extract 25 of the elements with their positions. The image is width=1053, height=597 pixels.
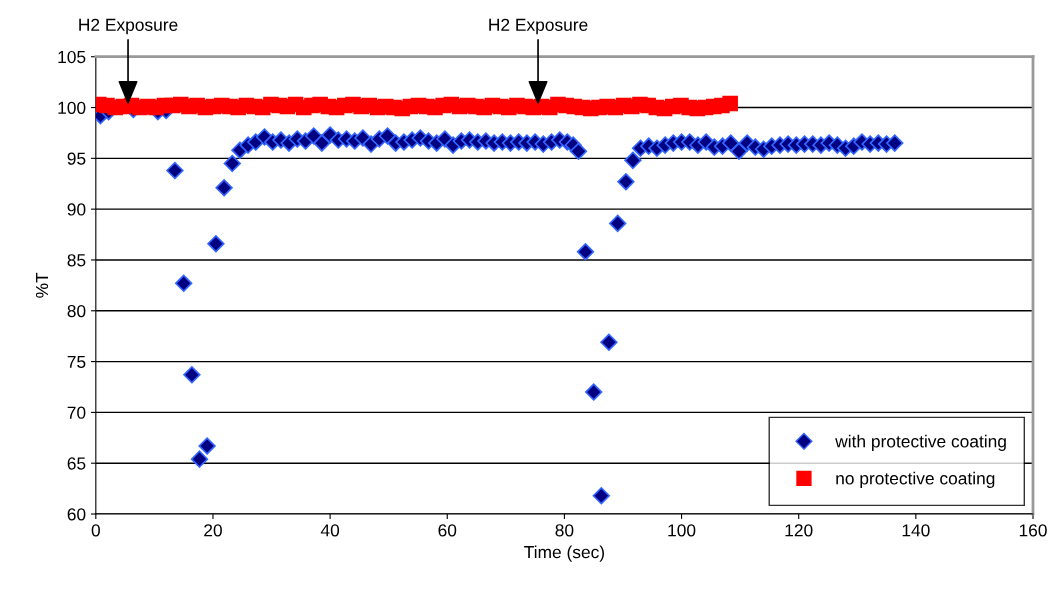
x-axis-title: Time (sec): [524, 545, 604, 562]
x-tick-label: 80: [555, 524, 574, 537]
y-tick-label: 100: [58, 101, 86, 114]
y-tick-label: 80: [67, 304, 86, 318]
annotation: H2 Exposure: [79, 18, 178, 35]
legend-label: with protective coating: [835, 434, 1006, 451]
y-tick-label: 105: [58, 50, 86, 64]
x-tick-label: 100: [668, 524, 696, 537]
x-tick-label: 140: [902, 524, 930, 537]
x-tick-label: 160: [1019, 524, 1047, 537]
y-axis-title: %T: [35, 272, 49, 298]
y-tick-label: 60: [67, 508, 86, 521]
y-tick-label: 70: [67, 406, 86, 419]
y-tick-label: 90: [67, 203, 86, 216]
x-tick-label: 40: [320, 524, 340, 537]
x-tick-label: 20: [204, 524, 222, 537]
legend-label: no protective coating: [836, 471, 995, 488]
x-tick-label: 120: [785, 524, 813, 537]
annotation: H2 Exposure: [489, 18, 588, 35]
y-tick-label: 65: [67, 457, 86, 470]
y-tick-label: 95: [67, 152, 86, 165]
y-tick-label: 75: [67, 355, 86, 369]
y-tick-label: 85: [67, 254, 86, 267]
x-tick-label: 0: [91, 524, 100, 537]
x-tick-label: 60: [438, 524, 457, 537]
